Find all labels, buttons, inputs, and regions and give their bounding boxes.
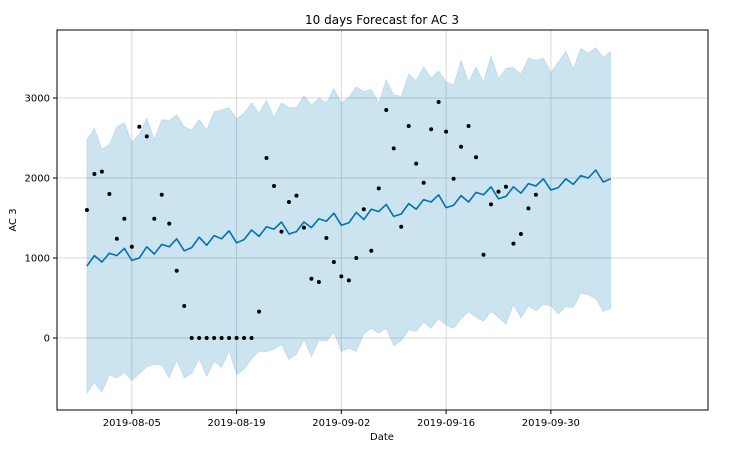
observed-point (406, 124, 411, 128)
observed-point (444, 129, 449, 134)
observed-point (526, 206, 531, 211)
observed-point (496, 189, 501, 194)
plot-frame (56, 29, 709, 411)
observed-point (197, 336, 202, 340)
observed-point (279, 229, 284, 234)
forecast-line (86, 169, 612, 267)
observed-point (421, 180, 426, 185)
observed-point (511, 241, 516, 246)
observed-point (376, 186, 381, 191)
observed-point (99, 169, 104, 174)
observed-point (189, 336, 194, 340)
x-tick-label: 2019-08-05 (103, 418, 161, 429)
observed-point (346, 278, 351, 283)
observed-point (414, 161, 419, 166)
observed-point (182, 304, 187, 308)
observed-point (137, 124, 142, 129)
observed-point (518, 232, 523, 236)
x-tick-label: 2019-09-16 (417, 418, 475, 429)
observed-point (242, 336, 247, 340)
observed-point (481, 252, 486, 257)
observed-point (129, 244, 134, 249)
uncertainty-band (86, 47, 612, 395)
observed-point (212, 336, 217, 340)
x-tick-label: 2019-09-30 (522, 418, 580, 429)
observed-point (159, 192, 164, 197)
observed-point (301, 225, 306, 230)
observed-point (384, 108, 389, 112)
chart-title: 10 days Forecast for AC 3 (305, 13, 459, 27)
x-tick-label: 2019-08-19 (208, 418, 266, 429)
observed-point (144, 134, 149, 139)
y-tick-label: 2000 (25, 174, 50, 185)
observed-point (272, 184, 276, 188)
observed-point (286, 200, 291, 204)
x-tick-label: 2019-09-02 (312, 418, 370, 429)
x-axis-label: Date (370, 432, 394, 443)
observed-point (459, 144, 464, 149)
observed-point (466, 124, 471, 128)
observed-point (92, 172, 97, 176)
observed-point (354, 256, 359, 260)
observed-point (234, 336, 239, 340)
observed-point (316, 280, 321, 284)
observed-point (391, 146, 396, 151)
observed-point (174, 268, 179, 273)
observed-point (533, 192, 538, 197)
observed-point (294, 193, 299, 198)
observed-point (122, 216, 127, 221)
observed-point (429, 127, 434, 132)
observed-point (436, 100, 441, 104)
observed-point (227, 336, 232, 340)
y-tick-label: 3000 (25, 94, 50, 105)
observed-point (309, 276, 314, 281)
observed-point (339, 274, 344, 279)
observed-point (503, 184, 508, 189)
observed-point (257, 309, 262, 314)
observed-point (331, 260, 336, 264)
observed-point (369, 248, 374, 253)
observed-point (167, 221, 172, 226)
observed-point (399, 224, 404, 229)
observed-point (204, 336, 209, 340)
observed-point (114, 236, 119, 241)
grid-lines (57, 30, 708, 410)
y-axis-label: AC 3 (8, 208, 19, 231)
y-tick-label: 1000 (25, 254, 50, 265)
observed-point (152, 216, 157, 221)
observed-point (474, 155, 479, 160)
x-axis-ticks: 2019-08-05 2019-08-19 2019-09-02 2019-09-16… (103, 410, 580, 429)
y-tick-label: 0 (44, 334, 50, 345)
observed-point (219, 336, 224, 340)
observed-point (249, 336, 254, 340)
observed-point (361, 207, 366, 212)
observed-point (84, 208, 89, 212)
observed-point (107, 192, 112, 196)
plot-area (56, 29, 709, 411)
observed-point (451, 176, 456, 181)
observed-points (84, 100, 538, 340)
observed-point (264, 156, 269, 160)
observed-point (489, 202, 493, 207)
y-axis-ticks: 0 1000 2000 3000 (25, 94, 57, 345)
plot-background (57, 30, 708, 410)
observed-point (324, 236, 329, 240)
